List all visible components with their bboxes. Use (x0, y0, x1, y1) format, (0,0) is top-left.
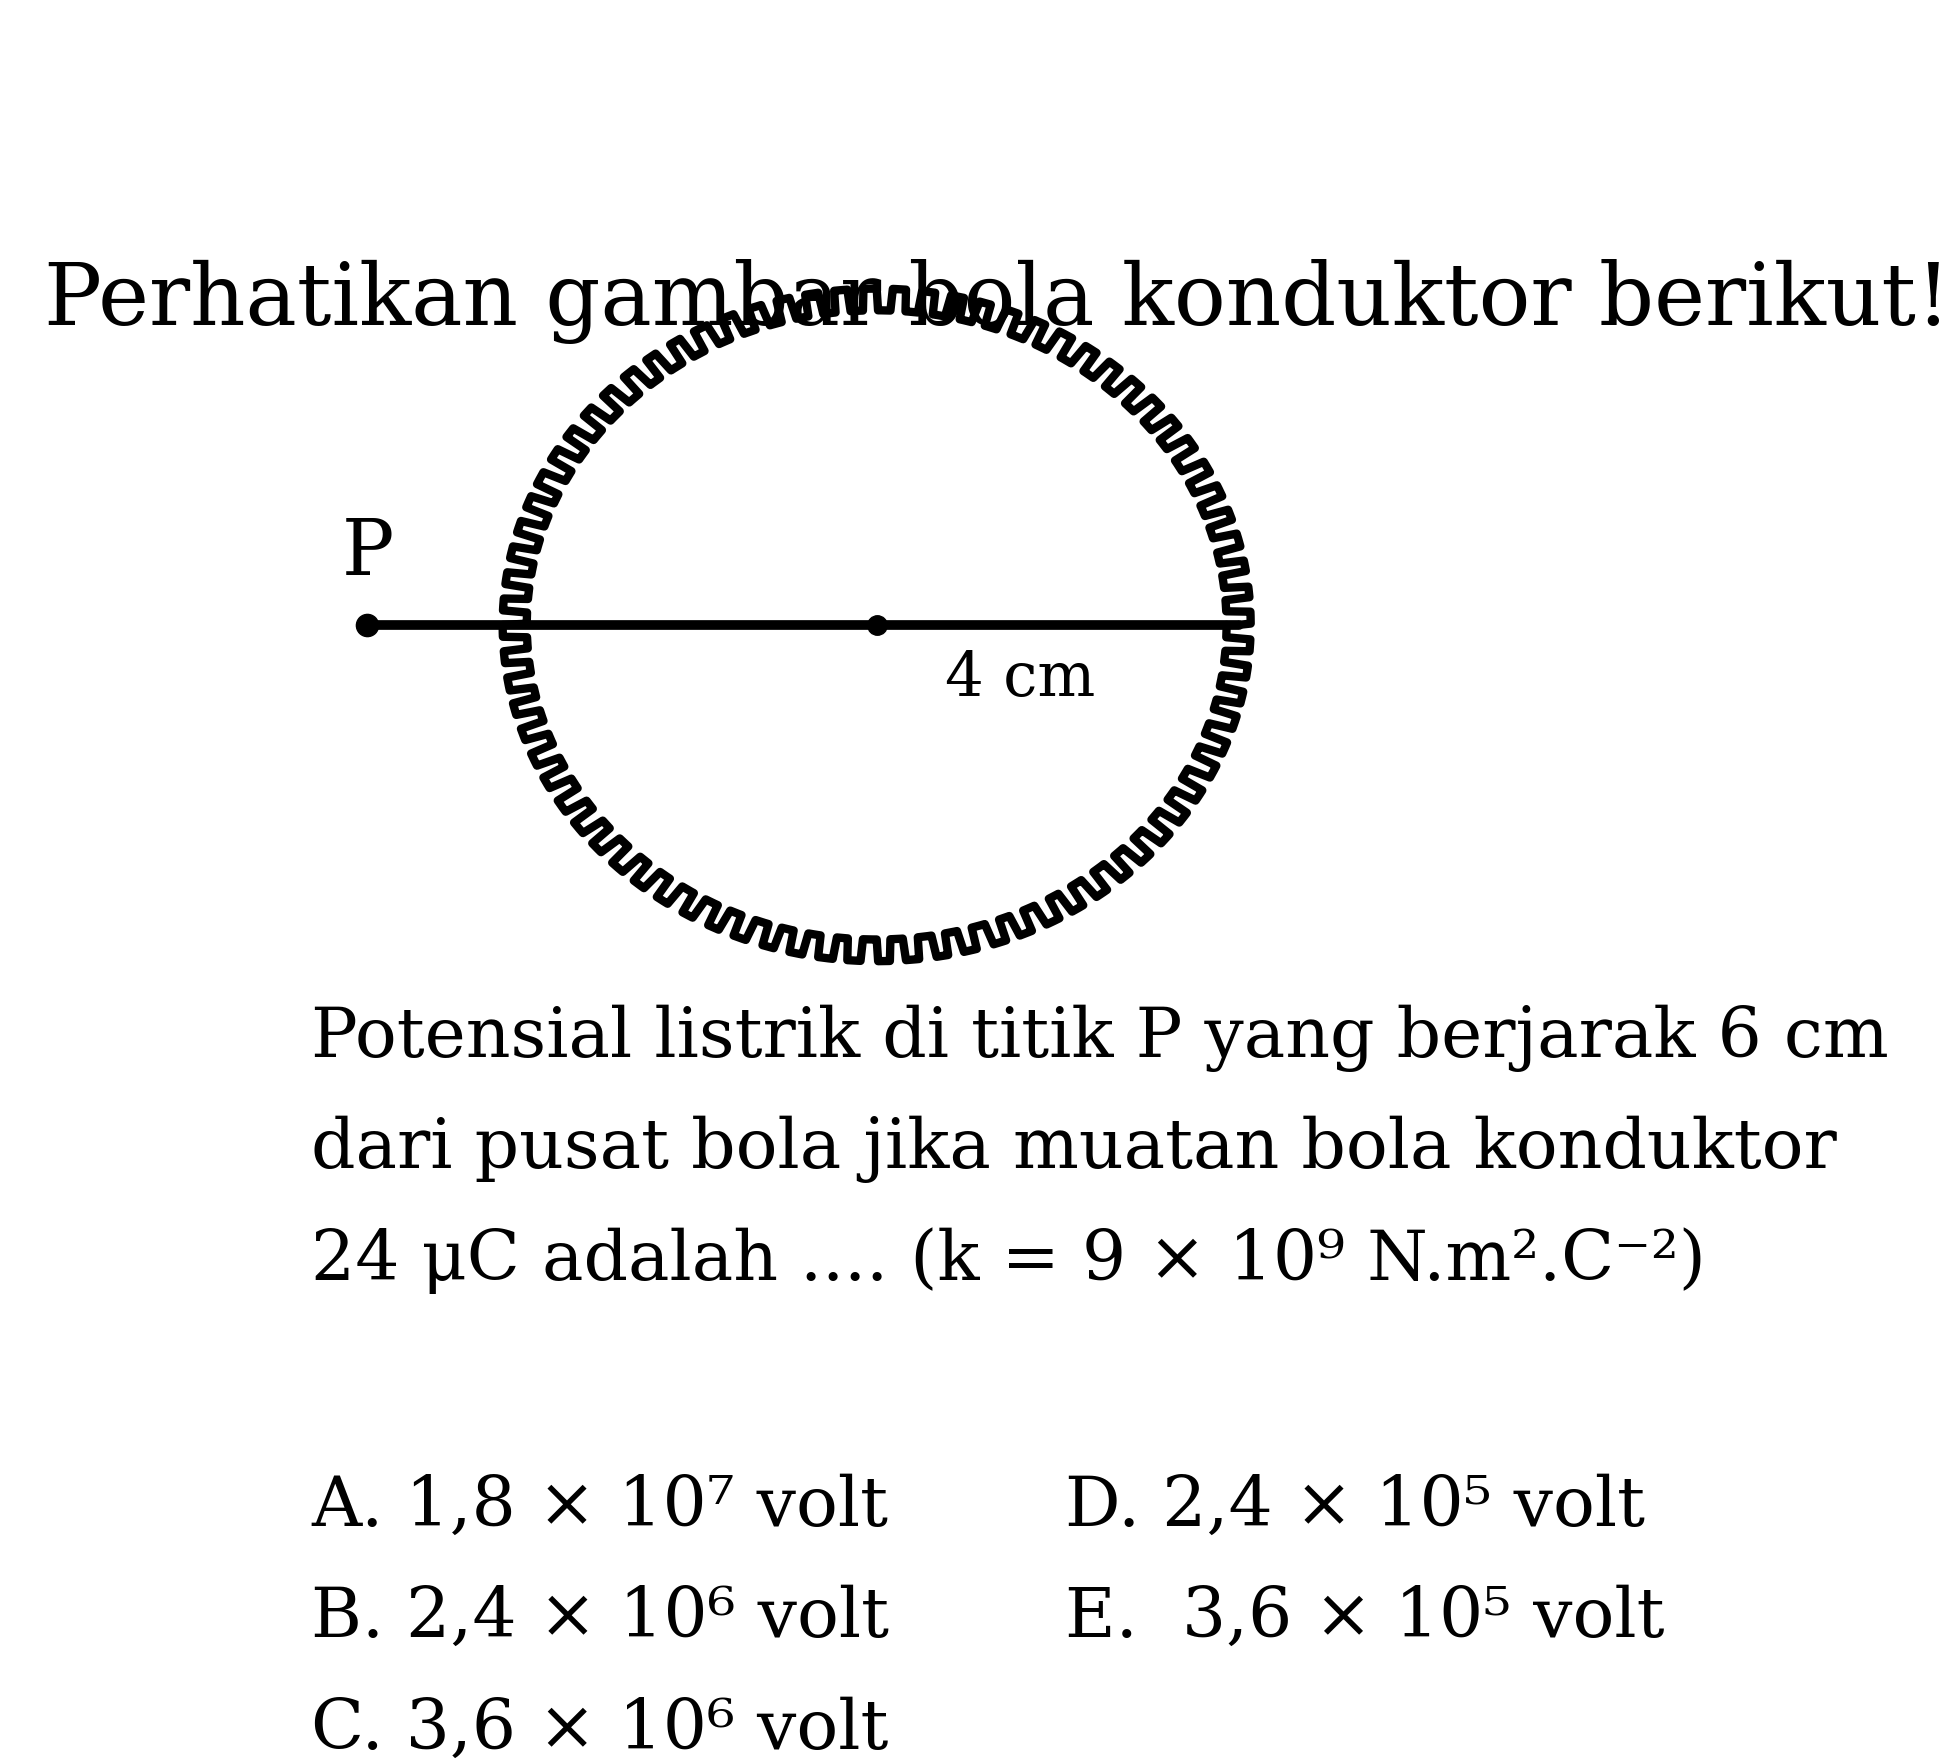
Text: B. 2,4 × 10⁶ volt: B. 2,4 × 10⁶ volt (311, 1585, 889, 1652)
Text: 24 μC adalah .... (k = 9 × 10⁹ N.m².C⁻²): 24 μC adalah .... (k = 9 × 10⁹ N.m².C⁻²) (311, 1227, 1707, 1294)
Text: dari pusat bola jika muatan bola konduktor: dari pusat bola jika muatan bola kondukt… (311, 1116, 1837, 1183)
Text: P: P (341, 516, 393, 592)
Text: Potensial listrik di titik P yang berjarak 6 cm: Potensial listrik di titik P yang berjar… (311, 1004, 1890, 1072)
Text: C. 3,6 × 10⁶ volt: C. 3,6 × 10⁶ volt (311, 1696, 889, 1761)
Text: Perhatikan gambar bola konduktor berikut!: Perhatikan gambar bola konduktor berikut… (45, 259, 1946, 343)
Text: D. 2,4 × 10⁵ volt: D. 2,4 × 10⁵ volt (1064, 1474, 1644, 1541)
Text: E.  3,6 × 10⁵ volt: E. 3,6 × 10⁵ volt (1064, 1585, 1664, 1652)
Text: 4 cm: 4 cm (944, 650, 1096, 710)
Text: A. 1,8 × 10⁷ volt: A. 1,8 × 10⁷ volt (311, 1474, 887, 1541)
